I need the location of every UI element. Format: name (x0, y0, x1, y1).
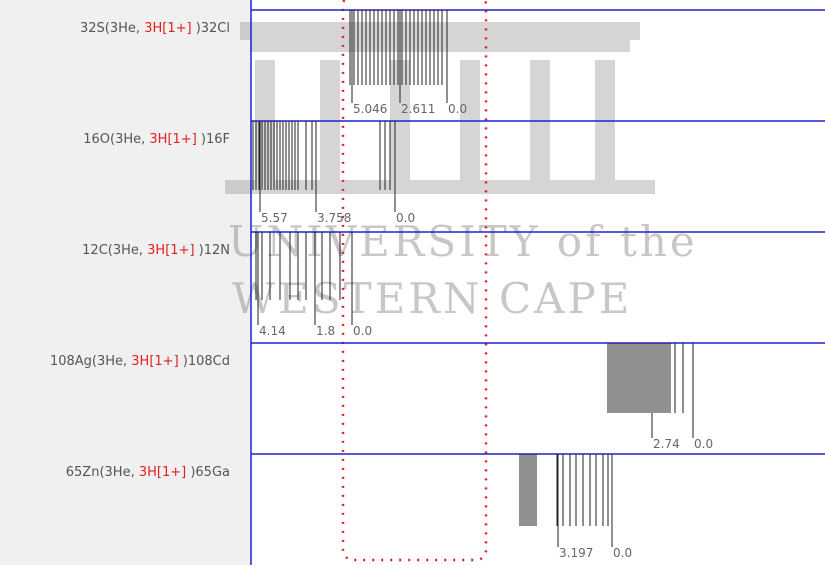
level-label: 0.0 (613, 546, 632, 560)
watermark-building (225, 22, 655, 194)
residual: )12N (195, 243, 230, 258)
level-label: 0.0 (396, 211, 415, 225)
residual: )65Ga (186, 465, 230, 480)
residual: )32Cl (192, 21, 230, 36)
level-label: 2.611 (401, 102, 435, 116)
target: 12C(3He, (82, 243, 147, 258)
label-panel (0, 0, 251, 565)
level-label: 0.0 (353, 324, 372, 338)
ejectile: 3H[1+] (139, 465, 186, 480)
reaction-label: 12C(3He, 3H[1+] )12N (82, 243, 230, 258)
level-label: 1.8 (316, 324, 335, 338)
target: 65Zn(3He, (66, 465, 139, 480)
level-label: 3.197 (559, 546, 593, 560)
reaction-label: 16O(3He, 3H[1+] )16F (83, 132, 230, 147)
level-label: 2.74 (653, 437, 680, 451)
watermark-text: WESTERN CAPE (232, 274, 632, 323)
target: 32S(3He, (80, 21, 144, 36)
rows: 32S(3He, 3H[1+] )32Cl 5.046 2.611 0.0 16O(3H… (50, 9, 825, 560)
level-label: 4.14 (259, 324, 286, 338)
level-label: 0.0 (448, 102, 467, 116)
ejectile: 3H[1+] (149, 132, 196, 147)
level-label: 0.0 (694, 437, 713, 451)
residual: )16F (197, 132, 230, 147)
target: 16O(3He, (83, 132, 149, 147)
level-label: 5.57 (261, 211, 288, 225)
reaction-label: 108Ag(3He, 3H[1+] )108Cd (50, 354, 230, 369)
target: 108Ag(3He, (50, 354, 131, 369)
level-label: 3.758 (317, 211, 351, 225)
level-label: 5.046 (353, 102, 387, 116)
ejectile: 3H[1+] (144, 21, 191, 36)
ejectile: 3H[1+] (147, 243, 194, 258)
reaction-label: 65Zn(3He, 3H[1+] )65Ga (66, 465, 230, 480)
reaction-label: 32S(3He, 3H[1+] )32Cl (80, 21, 230, 36)
residual: )108Cd (179, 354, 230, 369)
ejectile: 3H[1+] (131, 354, 178, 369)
